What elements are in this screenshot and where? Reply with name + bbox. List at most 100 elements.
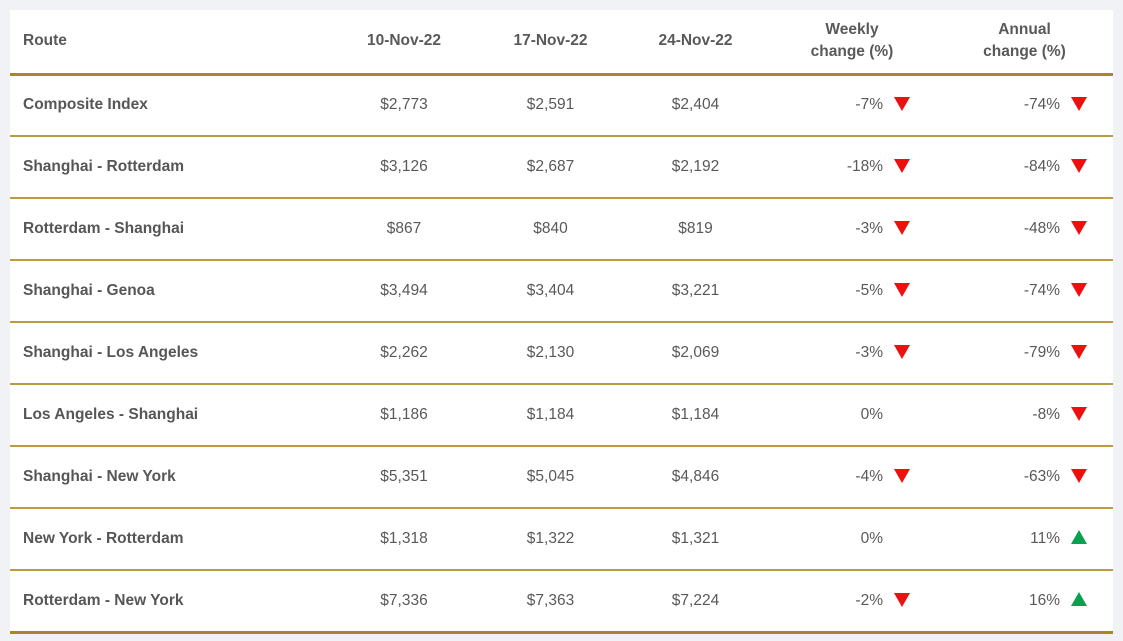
column-header-date-2: 17-Nov-22 [478, 10, 623, 76]
weekly-change-cell: -4% [768, 446, 936, 509]
weekly-change-cell: 0% [768, 508, 936, 571]
annual-change-header-label: Annual change (%) [983, 20, 1066, 61]
annual-change-cell: -74% [936, 74, 1113, 137]
rate-cell-date-2: $7,363 [478, 570, 623, 634]
down-arrow-icon [894, 96, 912, 112]
rate-cell-date-2: $2,591 [478, 74, 623, 137]
rate-cell-date-3: $1,321 [623, 508, 768, 571]
annual-change-cell: 11% [936, 508, 1113, 571]
weekly-change-value: 0% [860, 530, 883, 547]
annual-change-value: -63% [1023, 468, 1060, 485]
route-cell: Rotterdam - New York [10, 570, 330, 634]
freight-rates-table: Route 10-Nov-22 17-Nov-22 24-Nov-22 Week… [10, 10, 1113, 634]
rate-cell-date-1: $867 [330, 198, 478, 261]
rate-cell-date-1: $1,186 [330, 384, 478, 447]
weekly-change-cell: 0% [768, 384, 936, 447]
annual-change-value: -84% [1023, 158, 1060, 175]
weekly-change-value: -18% [846, 158, 883, 175]
annual-change-value: 11% [1030, 530, 1060, 547]
rate-cell-date-3: $1,184 [623, 384, 768, 447]
weekly-change-cell: -7% [768, 74, 936, 137]
route-cell: New York - Rotterdam [10, 508, 330, 571]
rate-cell-date-2: $1,322 [478, 508, 623, 571]
header-row: Route 10-Nov-22 17-Nov-22 24-Nov-22 Week… [10, 10, 1113, 76]
rate-cell-date-1: $2,262 [330, 322, 478, 385]
route-cell: Shanghai - Genoa [10, 260, 330, 323]
down-arrow-icon [1071, 468, 1089, 483]
annual-change-cell: -63% [936, 446, 1113, 509]
weekly-change-value: -2% [855, 591, 883, 609]
weekly-change-value: -4% [855, 468, 883, 485]
down-arrow-icon [1071, 96, 1089, 112]
table-row: Rotterdam - Shanghai $867 $840 $819 -3% … [10, 198, 1113, 261]
weekly-change-value: -3% [855, 220, 883, 237]
rate-cell-date-1: $1,318 [330, 508, 478, 571]
route-cell: Composite Index [10, 74, 330, 137]
rate-cell-date-3: $3,221 [623, 260, 768, 323]
rate-cell-date-1: $3,494 [330, 260, 478, 323]
table-row: Shanghai - Rotterdam $3,126 $2,687 $2,19… [10, 136, 1113, 199]
rate-cell-date-2: $1,184 [478, 384, 623, 447]
annual-change-cell: -48% [936, 198, 1113, 261]
table-row: Shanghai - New York $5,351 $5,045 $4,846… [10, 446, 1113, 509]
annual-change-cell: -8% [936, 384, 1113, 447]
down-arrow-icon [1071, 220, 1089, 235]
weekly-change-cell: -3% [768, 198, 936, 261]
rate-cell-date-2: $5,045 [478, 446, 623, 509]
rate-cell-date-3: $4,846 [623, 446, 768, 509]
rate-cell-date-1: $3,126 [330, 136, 478, 199]
route-cell: Shanghai - New York [10, 446, 330, 509]
down-arrow-icon [894, 592, 912, 607]
down-arrow-icon [894, 468, 912, 483]
weekly-change-cell: -18% [768, 136, 936, 199]
rate-cell-date-3: $2,192 [623, 136, 768, 199]
weekly-change-value: -3% [855, 344, 883, 361]
down-arrow-icon [894, 158, 912, 173]
down-arrow-icon [1071, 406, 1089, 421]
rate-cell-date-2: $2,130 [478, 322, 623, 385]
down-arrow-icon [1071, 282, 1089, 297]
up-arrow-icon [1071, 591, 1089, 607]
down-arrow-icon [1071, 158, 1089, 173]
change-arrow-icon [894, 406, 912, 421]
route-cell: Los Angeles - Shanghai [10, 384, 330, 447]
annual-change-value: 16% [1028, 591, 1060, 609]
rate-cell-date-3: $7,224 [623, 570, 768, 634]
table-row: Los Angeles - Shanghai $1,186 $1,184 $1,… [10, 384, 1113, 447]
table-body: Composite Index $2,773 $2,591 $2,404 -7%… [10, 74, 1113, 634]
table-row: Shanghai - Los Angeles $2,262 $2,130 $2,… [10, 322, 1113, 385]
table-row: Composite Index $2,773 $2,591 $2,404 -7%… [10, 74, 1113, 137]
weekly-change-cell: -2% [768, 570, 936, 634]
route-cell: Rotterdam - Shanghai [10, 198, 330, 261]
column-header-weekly-change: Weekly change (%) [768, 10, 936, 76]
table-row: Rotterdam - New York $7,336 $7,363 $7,22… [10, 570, 1113, 634]
column-header-date-1: 10-Nov-22 [330, 10, 478, 76]
route-cell: Shanghai - Rotterdam [10, 136, 330, 199]
down-arrow-icon [894, 344, 912, 359]
annual-change-value: -74% [1023, 282, 1060, 299]
weekly-change-cell: -5% [768, 260, 936, 323]
freight-rates-table-card: Route 10-Nov-22 17-Nov-22 24-Nov-22 Week… [10, 10, 1113, 634]
column-header-route: Route [10, 10, 330, 76]
weekly-change-value: 0% [860, 406, 883, 423]
route-cell: Shanghai - Los Angeles [10, 322, 330, 385]
rate-cell-date-2: $840 [478, 198, 623, 261]
table-header: Route 10-Nov-22 17-Nov-22 24-Nov-22 Week… [10, 10, 1113, 76]
rate-cell-date-3: $819 [623, 198, 768, 261]
rate-cell-date-2: $3,404 [478, 260, 623, 323]
weekly-change-header-label: Weekly change (%) [810, 20, 894, 61]
annual-change-cell: -84% [936, 136, 1113, 199]
annual-change-value: -79% [1023, 344, 1060, 361]
rate-cell-date-1: $2,773 [330, 74, 478, 137]
down-arrow-icon [1071, 344, 1089, 359]
rate-cell-date-1: $7,336 [330, 570, 478, 634]
down-arrow-icon [894, 282, 912, 297]
down-arrow-icon [894, 220, 912, 235]
rate-cell-date-2: $2,687 [478, 136, 623, 199]
column-header-date-3: 24-Nov-22 [623, 10, 768, 76]
change-arrow-icon [894, 530, 912, 545]
weekly-change-value: -7% [855, 96, 883, 114]
annual-change-cell: -74% [936, 260, 1113, 323]
annual-change-cell: 16% [936, 570, 1113, 634]
rate-cell-date-3: $2,404 [623, 74, 768, 137]
